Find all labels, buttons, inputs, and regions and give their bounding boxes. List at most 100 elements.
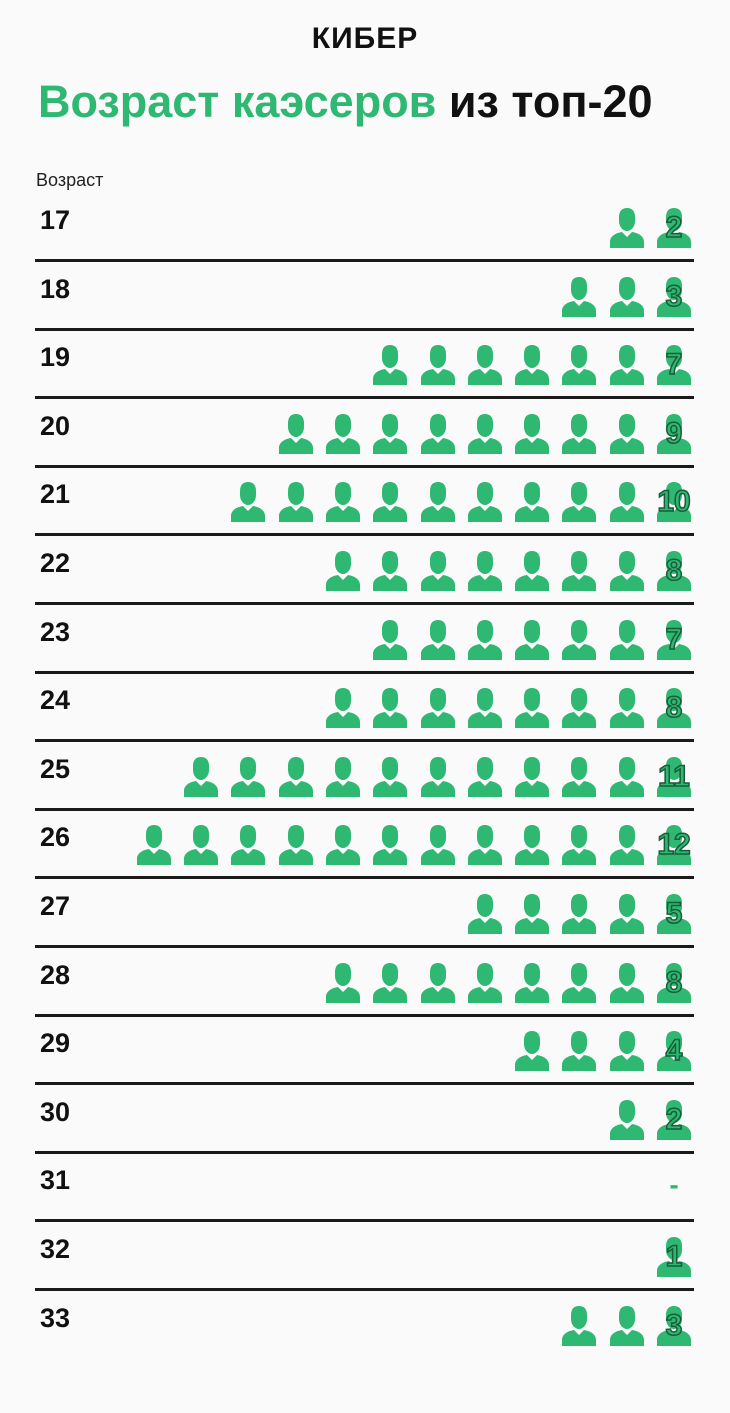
- person-icon: [467, 482, 502, 523]
- person-icon: [325, 551, 360, 591]
- row-separator: [35, 739, 694, 743]
- person-icon: [657, 1305, 691, 1346]
- age-tick-label: 26: [40, 822, 71, 853]
- person-icon: [325, 962, 360, 1003]
- person-icon: [562, 345, 597, 386]
- age-tick-label: 19: [40, 342, 71, 373]
- person-icon: [609, 688, 644, 729]
- person-icon: [562, 482, 597, 523]
- person-icon: [609, 962, 644, 1003]
- person-icon: [373, 413, 408, 454]
- person-icon: [231, 482, 266, 523]
- person-icon: [420, 551, 455, 591]
- person-icon: [515, 825, 550, 866]
- person-icon: [515, 345, 550, 386]
- person-icon: [373, 551, 408, 591]
- person-icon: [373, 482, 408, 523]
- title-black-part: из топ-20: [448, 76, 653, 127]
- person-icon: [325, 482, 360, 523]
- person-icon: [467, 413, 502, 454]
- chart-row: 27 5: [0, 881, 730, 949]
- age-tick-label: 24: [40, 685, 71, 716]
- chart-row: 29 4: [0, 1018, 730, 1086]
- row-separator: [35, 533, 694, 537]
- person-icon: [657, 688, 691, 729]
- row-separator: [35, 1219, 694, 1223]
- person-icon: [609, 482, 644, 523]
- person-icon: [373, 756, 408, 797]
- chart-row: 30 2: [0, 1087, 730, 1155]
- person-icon: [657, 619, 691, 660]
- chart-title: Возраст каэсеров из топ-20: [38, 72, 653, 132]
- chart-row: 22 8: [0, 538, 730, 606]
- person-icon: [657, 276, 691, 317]
- value-label: 11: [657, 759, 690, 794]
- person-icon: [609, 894, 644, 934]
- person-icon: [515, 688, 550, 729]
- value-label: -: [669, 1169, 679, 1201]
- person-icon: [515, 962, 550, 1003]
- person-icon: [278, 756, 313, 797]
- row-separator: [35, 945, 694, 948]
- chart-row: 31 -: [0, 1155, 730, 1223]
- value-label: 5: [665, 896, 683, 931]
- person-icon: [467, 962, 502, 1003]
- person-icon: [657, 345, 691, 386]
- person-icon: [420, 619, 455, 660]
- row-separator: [35, 876, 694, 880]
- age-tick-label: 18: [40, 273, 71, 304]
- value-label: 2: [665, 1102, 683, 1137]
- person-icon: [420, 413, 455, 454]
- chart-row: 32 1: [0, 1224, 730, 1292]
- title-green-part: Возраст каэсеров: [38, 76, 437, 127]
- person-icon: [562, 894, 597, 934]
- person-icon: [609, 619, 644, 660]
- person-icon: [325, 825, 360, 866]
- value-label: 7: [665, 347, 683, 382]
- chart-row: 18 3: [0, 264, 730, 332]
- person-icon: [420, 482, 455, 523]
- value-label: 7: [665, 622, 683, 657]
- person-icon: [609, 1031, 644, 1072]
- person-icon: [609, 345, 644, 386]
- chart-row: 33 3: [0, 1293, 730, 1361]
- row-separator: [35, 327, 694, 331]
- person-icon: [420, 688, 455, 729]
- chart-row: 24 8: [0, 675, 730, 743]
- person-icon: [657, 482, 691, 523]
- person-icon: [136, 825, 171, 866]
- person-icon: [657, 551, 691, 591]
- age-tick-label: 31: [40, 1165, 71, 1196]
- chart-row: 19 7: [0, 332, 730, 400]
- person-icon: [562, 756, 597, 797]
- value-label: 3: [665, 1308, 683, 1343]
- value-label: 3: [665, 279, 683, 314]
- person-icon: [657, 894, 691, 934]
- chart-row: 20 9: [0, 401, 730, 469]
- value-label: 8: [665, 965, 683, 1000]
- person-icon: [657, 756, 691, 797]
- person-icon: [184, 825, 218, 866]
- person-icon: [562, 1305, 597, 1346]
- person-icon: [657, 962, 691, 1003]
- person-icon: [657, 825, 691, 866]
- age-tick-label: 27: [40, 891, 71, 921]
- person-icon: [373, 825, 408, 866]
- person-icon: [467, 619, 502, 660]
- value-label: 1: [665, 1239, 683, 1274]
- person-icon: [657, 208, 691, 248]
- age-tick-label: 20: [40, 410, 71, 441]
- person-icon: [657, 1237, 691, 1277]
- value-label: 2: [665, 210, 683, 245]
- person-icon: [467, 756, 502, 797]
- value-label: 9: [665, 416, 683, 451]
- row-separator: [35, 602, 694, 605]
- value-label: 8: [665, 553, 683, 588]
- person-icon: [420, 825, 455, 866]
- person-icon: [373, 619, 408, 660]
- row-separator: [35, 396, 694, 400]
- person-icon: [420, 756, 455, 797]
- chart-row: 17 2: [0, 195, 730, 263]
- value-label: 10: [657, 485, 692, 520]
- person-icon: [373, 345, 408, 386]
